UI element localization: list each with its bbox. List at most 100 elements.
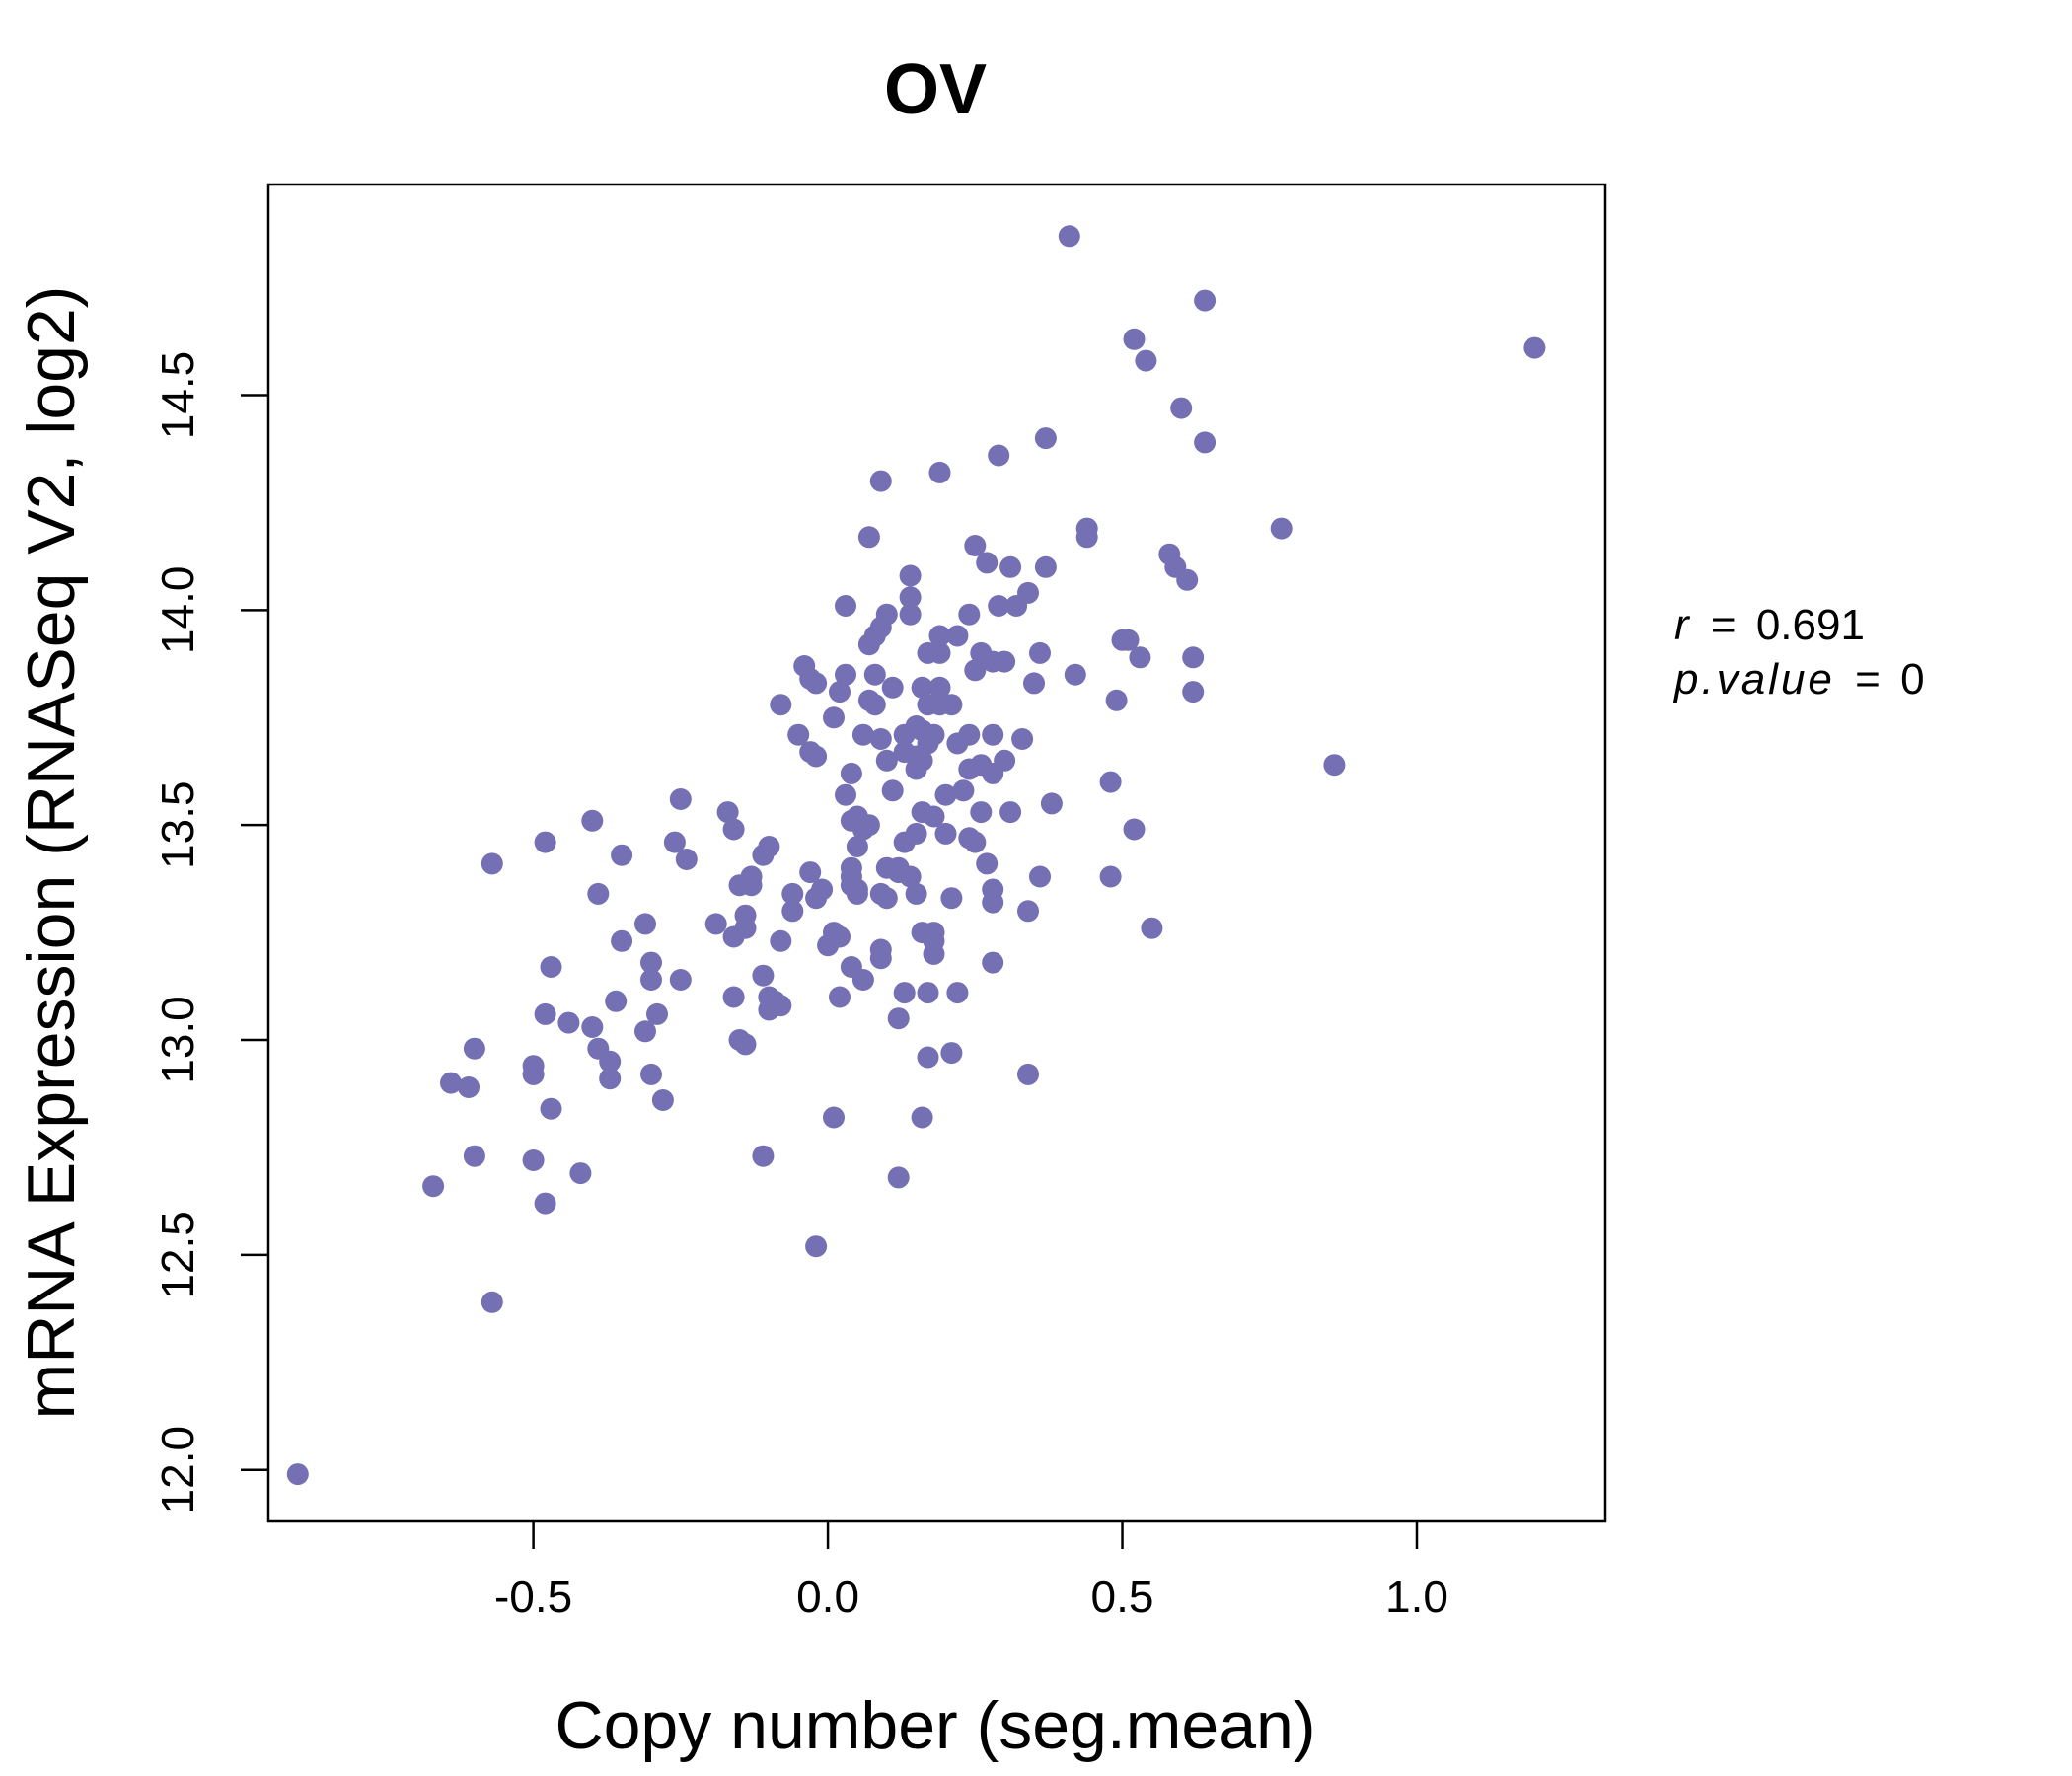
- data-point: [976, 552, 999, 574]
- data-point: [982, 951, 1004, 974]
- data-point: [805, 1235, 828, 1258]
- data-point: [881, 676, 904, 699]
- data-point: [899, 586, 922, 609]
- data-point: [805, 672, 828, 695]
- data-point: [964, 659, 987, 682]
- y-axis: 12.0 12.5 13.0 13.5 14.0 14.5: [152, 351, 268, 1515]
- data-point: [534, 1192, 556, 1215]
- data-point: [1034, 555, 1057, 578]
- data-point: [1029, 865, 1051, 888]
- data-point: [863, 663, 886, 686]
- correlation-stats: r = 0.691 p.value = 0: [1672, 601, 1925, 703]
- data-point: [923, 723, 945, 746]
- data-point: [581, 1016, 604, 1038]
- data-point: [1182, 681, 1205, 703]
- data-point: [1270, 517, 1293, 540]
- data-point: [669, 788, 692, 810]
- data-point: [1129, 646, 1151, 669]
- data-point: [1029, 641, 1051, 664]
- data-point: [734, 1033, 757, 1056]
- data-point: [994, 650, 1016, 673]
- data-point: [1099, 771, 1122, 793]
- data-point: [1182, 646, 1205, 669]
- data-point: [669, 969, 692, 991]
- data-point: [988, 444, 1010, 467]
- data-point: [1141, 917, 1163, 939]
- data-point: [663, 831, 686, 853]
- plot-frame: [266, 183, 1607, 1523]
- data-point: [928, 625, 951, 647]
- data-point: [422, 1175, 445, 1198]
- x-tick-label: 0.5: [1091, 1571, 1154, 1622]
- data-point: [911, 676, 933, 699]
- data-point: [557, 1011, 580, 1034]
- data-point: [1323, 754, 1346, 777]
- data-point: [899, 865, 922, 888]
- data-point: [928, 676, 951, 699]
- data-point: [587, 882, 610, 905]
- data-point: [1135, 349, 1157, 372]
- data-point: [752, 1145, 775, 1167]
- data-point: [835, 663, 856, 686]
- data-point: [640, 951, 662, 974]
- data-point: [540, 956, 562, 978]
- data-point: [999, 555, 1022, 578]
- data-point: [463, 1145, 485, 1167]
- data-point: [640, 969, 662, 991]
- r-value: 0.691: [1756, 601, 1865, 649]
- data-point: [634, 913, 656, 935]
- data-point: [887, 1166, 910, 1189]
- data-point: [846, 882, 868, 905]
- data-point: [799, 861, 822, 884]
- data-point: [605, 990, 628, 1012]
- data-point: [1123, 818, 1146, 841]
- data-point: [899, 603, 922, 626]
- data-point: [1064, 663, 1086, 686]
- data-point: [1017, 581, 1039, 604]
- data-point: [846, 836, 868, 857]
- data-point: [1099, 865, 1122, 888]
- y-tick-label: 13.0: [152, 996, 203, 1084]
- data-point: [805, 745, 828, 768]
- x-axis: -0.5 0.0 0.5 1.0: [494, 1521, 1448, 1622]
- data-point: [611, 844, 633, 866]
- data-point: [976, 852, 999, 875]
- data-point: [1523, 336, 1546, 359]
- data-point: [946, 625, 969, 647]
- data-point: [863, 694, 886, 716]
- data-point: [522, 1149, 545, 1171]
- data-point: [905, 882, 927, 905]
- data-point: [458, 1076, 480, 1098]
- data-point: [1011, 728, 1034, 750]
- data-point: [599, 1068, 622, 1090]
- data-point: [640, 1063, 662, 1085]
- data-point: [1017, 1063, 1039, 1085]
- data-point: [893, 982, 916, 1004]
- x-tick-label: 1.0: [1385, 1571, 1448, 1622]
- data-point: [611, 929, 633, 952]
- data-point: [1017, 900, 1039, 923]
- data-point: [923, 805, 945, 828]
- data-point: [770, 694, 792, 716]
- r-label: r: [1674, 601, 1691, 649]
- data-point: [934, 822, 957, 845]
- data-point: [646, 1002, 668, 1025]
- data-point: [1034, 427, 1057, 450]
- data-point: [982, 723, 1004, 746]
- data-point: [869, 470, 892, 492]
- data-point: [958, 603, 981, 626]
- y-tick-label: 12.5: [152, 1211, 203, 1299]
- x-tick-label: -0.5: [494, 1571, 572, 1622]
- data-point: [1170, 397, 1193, 419]
- data-point: [534, 831, 556, 853]
- data-point: [1123, 328, 1146, 350]
- x-tick-label: 0.0: [796, 1571, 859, 1622]
- data-point: [704, 913, 727, 935]
- data-point: [722, 818, 745, 841]
- data-point: [481, 852, 503, 875]
- y-tick-label: 12.0: [152, 1426, 203, 1515]
- data-point: [999, 801, 1022, 824]
- data-point: [964, 831, 987, 853]
- data-point: [982, 891, 1004, 914]
- data-point: [1023, 672, 1045, 695]
